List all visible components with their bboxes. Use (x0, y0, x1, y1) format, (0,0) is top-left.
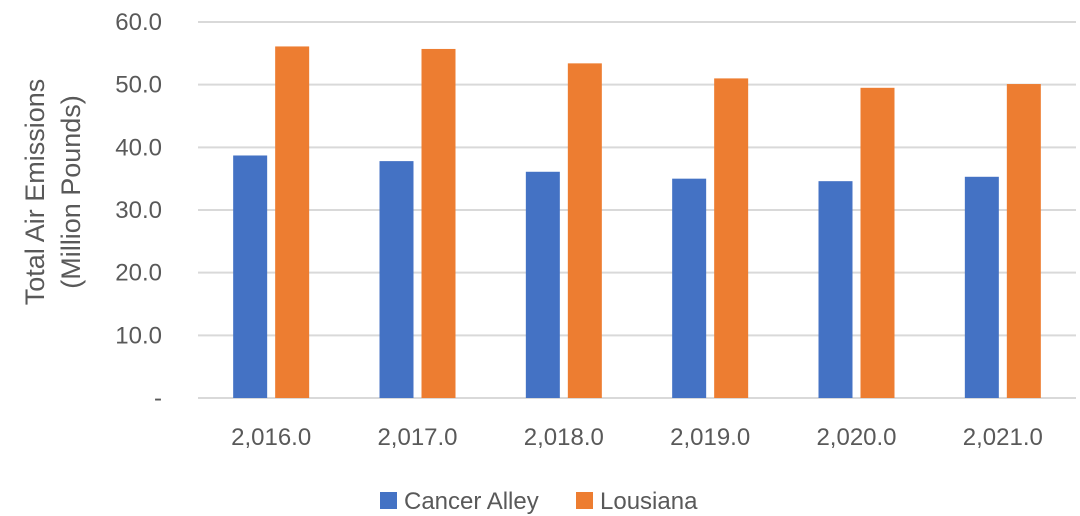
y-tick-label: 30.0 (115, 197, 162, 224)
y-axis-label: Total Air Emissions (Million Pounds) (20, 79, 86, 306)
bar-cancer-alley-0 (233, 155, 268, 398)
x-tick-label: 2,017.0 (377, 424, 457, 451)
bar-lousiana-1 (421, 48, 456, 399)
legend-swatch-lousiana (576, 492, 593, 509)
legend: Cancer Alley Lousiana (380, 488, 698, 515)
y-tick-label: - (154, 385, 162, 412)
y-tick-label: 60.0 (115, 9, 162, 36)
y-axis-label-line-1: Total Air Emissions (20, 79, 50, 306)
x-tick-label: 2,021.0 (963, 424, 1043, 451)
y-tick-label: 40.0 (115, 134, 162, 161)
bars (233, 46, 1041, 399)
legend-label-cancer-alley: Cancer Alley (404, 488, 539, 515)
legend-label-lousiana: Lousiana (600, 488, 698, 515)
x-tick-label: 2,020.0 (816, 424, 896, 451)
bar-cancer-alley-5 (964, 176, 999, 398)
y-axis-label-line-2: (Million Pounds) (56, 95, 86, 289)
bar-lousiana-0 (275, 46, 310, 398)
y-tick-label: 10.0 (115, 322, 162, 349)
x-tick-label: 2,018.0 (524, 424, 604, 451)
y-tick-label: 20.0 (115, 260, 162, 287)
x-tick-label: 2,016.0 (231, 424, 311, 451)
x-tick-label: 2,019.0 (670, 424, 750, 451)
bar-cancer-alley-3 (672, 178, 707, 398)
y-tick-label: 50.0 (115, 72, 162, 99)
gridlines (198, 21, 1076, 399)
bar-lousiana-3 (714, 78, 749, 399)
bar-lousiana-4 (860, 87, 895, 399)
bar-cancer-alley-4 (818, 181, 853, 398)
bar-lousiana-2 (567, 63, 602, 399)
bar-cancer-alley-1 (379, 161, 414, 398)
x-axis-ticks: 2,016.0 2,017.0 2,018.0 2,019.0 2,020.0 2,021… (231, 424, 1043, 451)
legend-swatch-cancer-alley (380, 492, 397, 509)
bar-lousiana-5 (1006, 84, 1041, 398)
y-axis-ticks: - 10.0 20.0 30.0 40.0 50.0 60.0 (115, 9, 162, 412)
bar-cancer-alley-2 (525, 171, 560, 398)
